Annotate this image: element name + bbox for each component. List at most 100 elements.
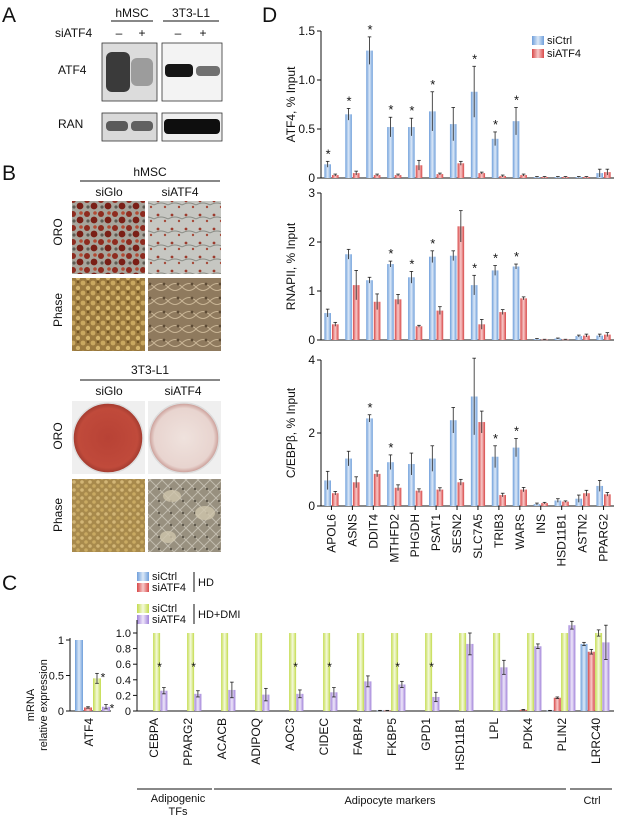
bar-siatf4-ddit4 [373, 473, 381, 506]
bar-sictrl-hd-dmi-atf4 [93, 678, 101, 711]
bar-sictrl-wars [512, 266, 520, 340]
cell-line-3t3: 3T3-L1 [172, 6, 210, 20]
d-y-tick-label: 0 [308, 499, 315, 513]
bar-sictrl-ins [533, 177, 541, 178]
col-label-siatf4-2: siATF4 [164, 384, 201, 398]
c-right-y-tick-label: 0 [125, 706, 131, 718]
c-left-y-tick-label: 0 [58, 706, 64, 718]
bar-sictrl-apol6 [324, 313, 331, 340]
bar-siatf4-astn2 [583, 177, 590, 178]
d-x-tick-label: PPARG2 [597, 514, 611, 562]
legend-d-label-0: siCtrl [547, 35, 572, 47]
bar-siatf4-hd-dmi-acacb [228, 689, 236, 711]
significance-star: * [409, 256, 414, 271]
c-right-x-tick-label: GPD1 [419, 718, 433, 751]
legend-c-label-0: siCtrl [152, 571, 177, 583]
chart-c-right: 1.0 0.8 0.6 0.4 0.2 0 * CEBPA * PPARG2 ACACB ADIPOQ… [116, 620, 614, 770]
bar-sictrl-hd-atf4 [75, 640, 83, 711]
bar-siatf4-hd-atf4 [84, 707, 92, 711]
d-y-tick-label: 1.5 [298, 24, 315, 38]
bar-siatf4-wars [520, 175, 527, 178]
bar-siatf4-hd-dmi-hsd11b1 [466, 643, 474, 711]
col-label-siatf4-1: siATF4 [161, 185, 198, 199]
significance-star: * [472, 260, 477, 275]
significance-star: * [514, 92, 519, 107]
bar-siatf4-hd-lrrc40 [587, 651, 595, 711]
d-y-tick-label: 0.5 [298, 122, 315, 136]
chart-d-cebpb: 0 2 4 C/EBPβ, % Input * * * * [284, 353, 614, 513]
group-label-ctrl: Ctrl [583, 795, 600, 807]
c-right-x-tick-label: CIDEC [317, 718, 331, 756]
significance-star: * [293, 660, 298, 674]
bar-siatf4-phgdh [415, 165, 423, 178]
group-title-3t3: 3T3-L1 [131, 363, 169, 377]
d-y-tick-label: 0 [308, 333, 315, 347]
bar-siatf4-hd-dmi-plin2 [568, 625, 576, 711]
bar-sictrl-hd-dmi-lrrc40 [595, 633, 603, 711]
significance-star: * [367, 22, 372, 37]
sign-4: + [199, 26, 206, 40]
significance-star: * [110, 702, 115, 716]
bar-siatf4-slc7a5 [478, 324, 486, 340]
c-left-y-tick-label: 0.5 [49, 671, 64, 683]
bar-sictrl-pparg2 [596, 335, 604, 340]
panel-letter-c: C [2, 572, 17, 595]
bar-sictrl-psat1 [429, 458, 436, 506]
bar-sictrl-sesn2 [449, 255, 457, 340]
significance-star: * [514, 249, 519, 264]
bar-siatf4-ins [541, 177, 548, 178]
legend-c-label-1: siATF4 [152, 582, 186, 594]
bar-sictrl-apol6 [324, 164, 331, 178]
c-right-y-tick-label: 1.0 [116, 628, 131, 640]
image-hmsc-siglo-phase [72, 278, 145, 351]
d-x-tick-label: ASNS [345, 514, 359, 547]
bar-siatf4-hsd11b1 [562, 339, 569, 341]
bar-sictrl-sesn2 [449, 420, 457, 506]
sign-2: + [138, 26, 145, 40]
bar-siatf4-sesn2 [457, 163, 465, 178]
d-y-tick-label: 2 [308, 426, 315, 440]
legend-c-label-3: siATF4 [152, 614, 186, 626]
bar-siatf4-hd-dmi-fkbp5 [398, 684, 406, 711]
bar-sictrl-wars [512, 121, 520, 178]
blot-atf4 [101, 42, 223, 102]
d-x-tick-label: SLC7A5 [471, 514, 485, 559]
bar-siatf4-apol6 [331, 493, 339, 506]
bar-sictrl-hd-dmi-cidec [323, 633, 331, 711]
bar-siatf4-ins [541, 339, 548, 341]
bar-sictrl-hd-lrrc40 [580, 643, 588, 711]
bar-siatf4-mthfd2 [394, 175, 402, 178]
bar-sictrl-asns [345, 114, 352, 178]
c-right-x-tick-label: PDK4 [521, 718, 535, 750]
bar-sictrl-slc7a5 [470, 285, 478, 340]
significance-star: * [388, 102, 393, 117]
bar-sictrl-phgdh [408, 277, 415, 340]
bar-siatf4-ddit4 [373, 175, 381, 178]
panel-a: A hMSC 3T3-L1 siATF4 – + – + ATF4 RAN [2, 4, 223, 142]
d-y-tick-label: 1 [308, 284, 315, 298]
legend-c-group-1: HD+DMI [198, 609, 240, 621]
bar-siatf4-sesn2 [457, 226, 465, 340]
panel-d-legend: siCtrl siATF4 [532, 35, 581, 60]
bar-siatf4-asns [352, 482, 360, 506]
blot-label-atf4: ATF4 [58, 63, 87, 77]
bar-siatf4-hsd11b1 [562, 501, 569, 506]
bar-sictrl-phgdh [408, 464, 415, 506]
chart-d-atf4: 0 0.5 1.0 1.5 ATF4, % Input * * * * * * * * * [284, 22, 614, 185]
bar-siatf4-hd-plin2 [553, 697, 561, 711]
c-left-x-tick-label: ATF4 [82, 718, 96, 747]
blot-ran [101, 112, 223, 142]
bar-siatf4-hd-dmi-fabp4 [364, 681, 372, 711]
bar-siatf4-psat1 [436, 310, 444, 340]
bar-siatf4-hd-dmi-aoc3 [296, 693, 304, 711]
bar-siatf4-ins [541, 503, 548, 506]
panel-d: D siCtrl siATF4 0 0.5 1.0 1.5 ATF4, % Input *… [262, 4, 614, 566]
c-ylabel-line2: relative expression [38, 659, 50, 751]
bar-siatf4-trib3 [499, 312, 506, 340]
image-hmsc-siglo-oro [72, 201, 145, 274]
d-x-tick-label: PHGDH [408, 514, 422, 557]
bar-sictrl-asns [345, 458, 352, 506]
d-x-tick-label: PSAT1 [429, 514, 443, 551]
d-y-axis-label: C/EBPβ, % Input [284, 387, 298, 478]
